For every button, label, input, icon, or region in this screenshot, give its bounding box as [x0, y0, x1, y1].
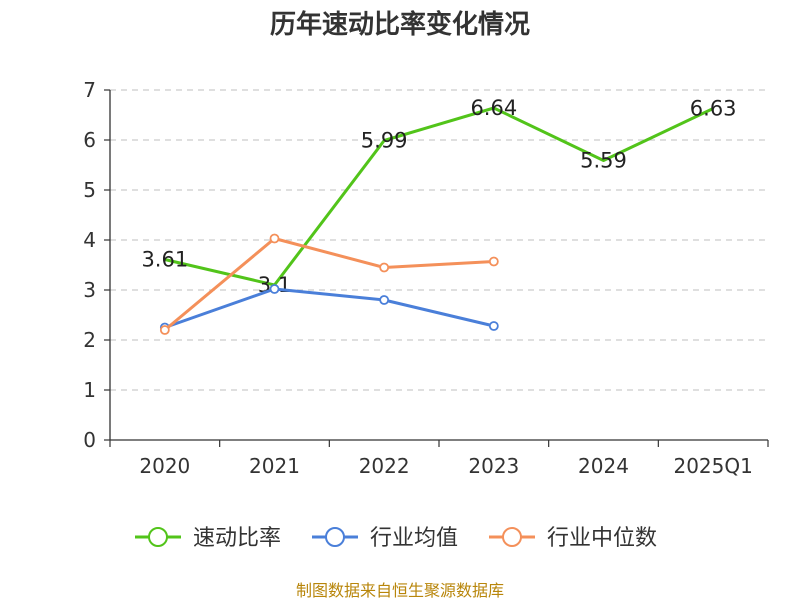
data-point [488, 256, 499, 267]
data-point [488, 321, 499, 331]
legend-label: 速动比率 [193, 526, 281, 551]
grid-lines [110, 89, 768, 391]
y-tick-label: 5 [83, 178, 96, 202]
y-tick-label: 1 [83, 378, 96, 402]
series-layer: 3.613.15.996.645.596.63 [141, 96, 737, 335]
data-label: 5.59 [580, 149, 627, 173]
x-tick-label: 2021 [249, 454, 300, 478]
data-label: 3.61 [141, 248, 188, 272]
legend-label: 行业中位数 [547, 526, 657, 551]
data-label: 6.63 [690, 97, 737, 121]
legend-marker [325, 527, 345, 547]
x-tick-label: 2020 [139, 454, 190, 478]
data-point [269, 284, 280, 294]
y-tick-label: 0 [83, 428, 96, 452]
source-note: 制图数据来自恒生聚源数据库 [296, 581, 504, 600]
legend-marker [502, 527, 522, 547]
series-line-0 [164, 106, 714, 287]
y-tick-label: 4 [83, 228, 96, 252]
series-line-2 [163, 237, 494, 332]
data-label: 5.99 [361, 129, 408, 153]
x-tick-label: 2025Q1 [673, 454, 752, 478]
data-label: 6.64 [470, 96, 517, 120]
y-tick-label: 6 [83, 128, 96, 152]
legend-marker [148, 527, 168, 547]
data-point [379, 295, 390, 305]
data-point [379, 262, 390, 273]
y-tick-label: 2 [83, 328, 96, 352]
legend-label: 行业均值 [370, 526, 458, 551]
data-point [269, 233, 280, 244]
x-tick-label: 2023 [468, 454, 519, 478]
series-line-1 [164, 287, 495, 329]
axes: 0 1 2 3 4 5 6 7 2020 2021 2022 2023 2024 2025Q1 [83, 78, 769, 478]
y-tick-label: 3 [83, 278, 96, 302]
legend: 速动比率 行业均值 行业中位数 [135, 526, 657, 551]
x-tick-label: 2024 [578, 454, 629, 478]
y-tick-label: 7 [83, 78, 96, 102]
x-tick-label: 2022 [359, 454, 410, 478]
chart-title: 历年速动比率变化情况 [270, 9, 530, 40]
data-point [159, 325, 170, 335]
